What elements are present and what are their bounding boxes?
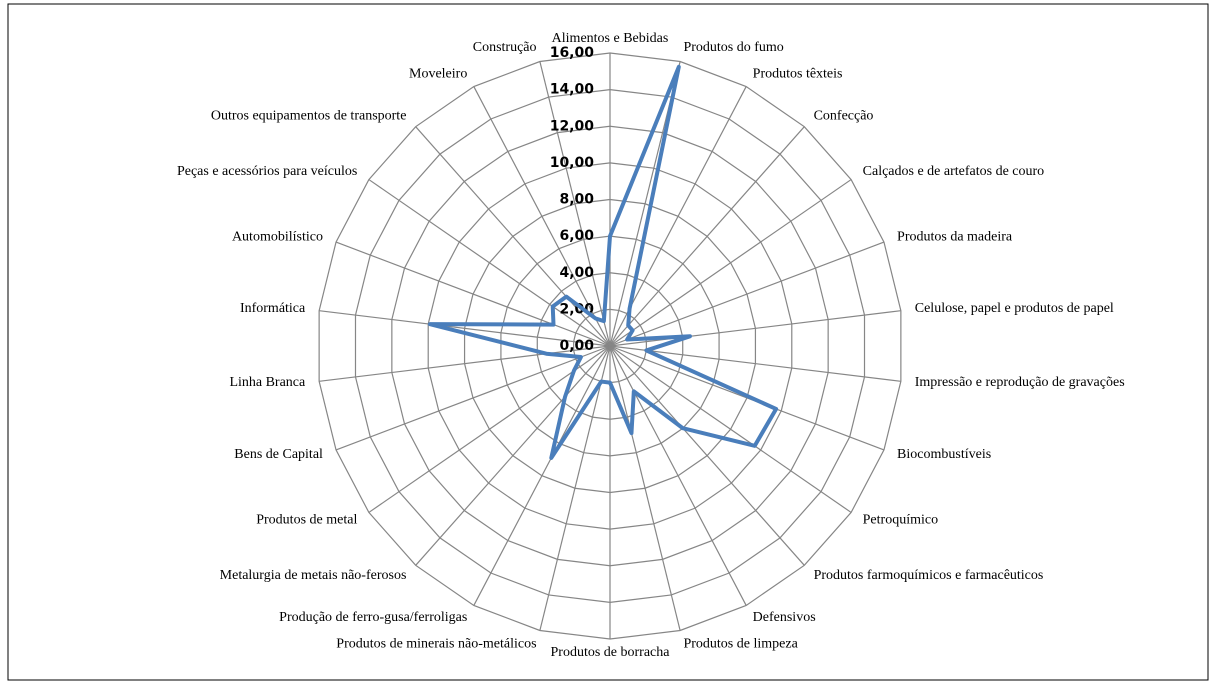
tick-label: 16,00 [550,45,595,61]
spoke [335,241,611,347]
category-label: Peças e acessórios para veículos [177,164,357,179]
category-label: Petroquímico [863,513,938,528]
category-label: Calçados e de artefatos de couro [863,164,1045,179]
spoke [415,126,611,347]
tick-label: 12,00 [550,118,595,134]
category-label: Linha Branca [229,375,306,390]
category-label: Moveleiro [409,66,467,81]
category-label: Produtos de minerais não-metálicos [336,636,536,651]
category-label: Defensivos [753,610,816,625]
tick-label: 0,00 [559,338,594,354]
category-label: Produtos têxteis [753,66,843,81]
category-label: Produtos do fumo [683,40,783,55]
category-label: Bens de Capital [234,447,323,462]
spoke [319,345,611,382]
category-label: Produtos farmoquímicos e farmacêuticos [814,568,1044,583]
category-label: Produtos de borracha [551,645,671,660]
spoke [609,126,805,347]
tick-label: 4,00 [559,265,594,281]
spoke [609,310,901,347]
category-label: Celulose, papel e produtos de papel [915,301,1114,316]
spoke [609,345,747,606]
spoke [335,345,611,451]
category-label: Produtos de limpeza [683,636,798,651]
tick-label: 10,00 [550,155,595,171]
spoke [609,345,681,631]
spoke [368,179,611,347]
spoke [609,241,885,347]
series-line [428,64,779,460]
category-label: Alimentos e Bebidas [552,31,669,46]
category-label: Confecção [814,108,874,123]
spoke [473,86,611,347]
category-label: Biocombustíveis [897,447,991,462]
category-label: Produtos de metal [256,513,357,528]
spoke [609,345,805,566]
spoke [609,179,852,347]
category-label: Construção [473,40,537,55]
category-label: Impressão e reprodução de gravações [915,375,1125,390]
spoke [473,345,611,606]
chart-frame [7,3,1209,681]
category-label: Informática [240,301,306,316]
category-label: Metalurgia de metais não-ferosos [220,568,407,583]
tick-label: 8,00 [559,192,594,208]
category-label: Outros equipamentos de transporte [211,108,407,123]
spoke [415,345,611,566]
spoke [539,345,611,631]
spoke [539,61,611,347]
spoke [319,310,611,347]
tick-label: 6,00 [559,228,594,244]
category-label: Produtos da madeira [897,229,1013,244]
category-label: Automobilístico [232,229,323,244]
spoke [609,345,852,513]
tick-label: 14,00 [550,82,595,98]
spoke [368,345,611,513]
spoke [609,345,901,382]
category-label: Produção de ferro-gusa/ferroligas [279,610,467,625]
